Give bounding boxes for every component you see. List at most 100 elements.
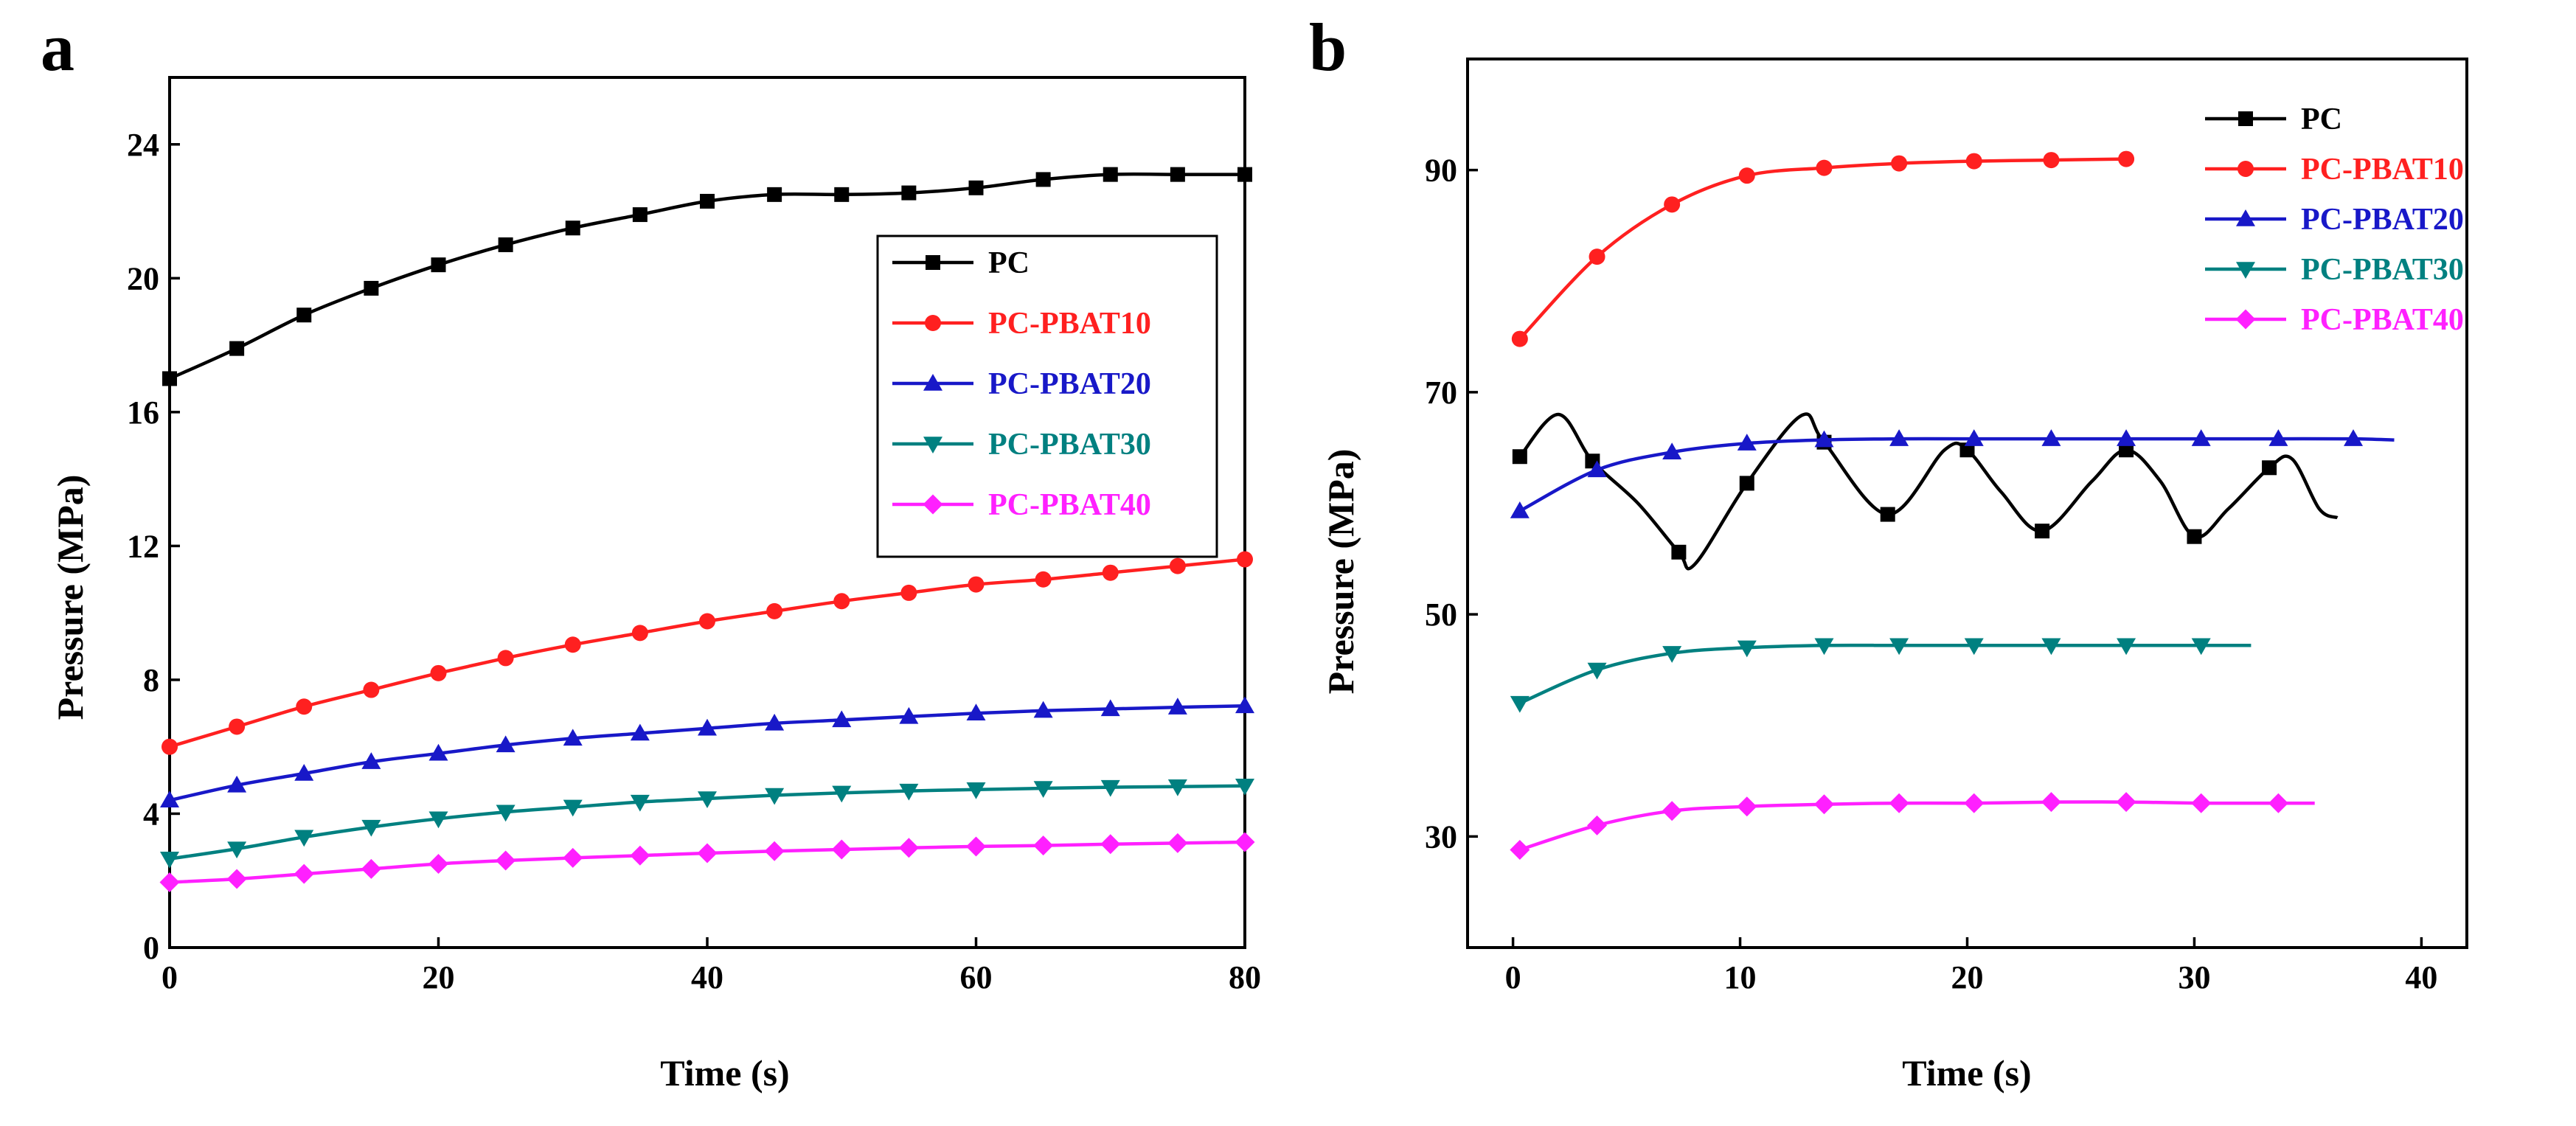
data-point-pc-pbat20 [1964,429,1984,446]
data-point-pc-pbat30 [1662,646,1682,663]
data-point-pc-pbat20 [1737,434,1757,451]
x-tick-label-b: 10 [1724,959,1757,995]
data-point-pc [2187,529,2202,544]
legend-label-pc: PC [2301,102,2342,136]
data-point-pc [1237,167,1252,182]
legend-marker-pc-pbat40 [2235,309,2256,330]
y-tick-label-a: 4 [143,796,159,832]
data-point-pc-pbat10 [430,664,447,681]
series-pc-pbat40-b [1510,792,2315,860]
data-point-pc-pbat10 [631,625,648,642]
data-point-pc-pbat40 [966,836,986,857]
series-line-pc-pbat10 [1518,157,2127,341]
data-point-pc-pbat20 [1814,430,1834,448]
chart-panel-b: b Time (s) Pressure (MPa) 0 10 20 30 40 30 50 7… [1309,10,2468,1094]
series-pc-a [162,167,1252,386]
data-point-pc-pbat10 [1738,167,1755,184]
legend-label-pc-pbat40: PC-PBAT40 [2301,303,2464,337]
series-line-pc-pbat10 [169,557,1246,748]
data-point-pc-pbat10 [699,613,715,630]
data-point-pc-pbat20 [361,752,381,769]
data-point-pc [632,207,648,223]
data-point-pc-pbat10 [1102,564,1119,581]
legend-marker-pc-pbat40 [923,494,943,515]
data-point-pc-pbat30 [563,799,583,817]
data-point-pc-pbat40 [2041,792,2061,813]
data-point-pc [229,341,245,356]
data-point-pc [162,371,177,386]
data-point-pc-pbat30 [428,811,448,829]
data-point-pc-pbat10 [363,681,380,698]
data-point-pc [2119,442,2134,458]
data-point-pc-pbat10 [1589,249,1605,265]
series-pc-pbat20-b [1510,429,2395,518]
data-point-pc-pbat40 [898,838,919,858]
data-point-pc-pbat40 [1889,793,1909,813]
data-point-pc [700,193,715,209]
data-point-pc-pbat40 [2268,793,2288,813]
y-tick-label-a: 0 [143,930,159,966]
data-point-pc-pbat20 [227,775,247,793]
y-tick-label-b: 50 [1425,597,1457,633]
data-point-pc-pbat30 [294,830,314,847]
x-tick-label-b: 30 [2178,959,2210,995]
y-tick-label-a: 20 [127,260,159,296]
data-point-pc-pbat20 [966,703,986,721]
data-point-pc-pbat30 [2191,638,2211,656]
y-tick-label-a: 12 [127,528,159,564]
data-point-pc-pbat20 [294,764,314,781]
data-point-pc [2262,460,2277,476]
data-point-pc-pbat20 [1889,429,1909,446]
y-axis-title-a: Pressure (MPa) [49,475,91,720]
data-point-pc-pbat40 [294,863,314,884]
data-point-pc [1880,507,1895,522]
data-point-pc-pbat10 [1816,159,1833,176]
data-point-pc-pbat30 [1510,695,1530,713]
x-axis-title-a: Time (s) [660,1052,789,1094]
data-point-pc-pbat10 [833,593,850,610]
legend-label-pc-pbat30: PC-PBAT30 [988,428,1151,462]
data-point-pc-pbat20 [428,743,448,761]
legend-marker-pc-pbat20 [2236,209,2255,226]
y-tick-label-a: 24 [127,127,159,163]
x-tick-label-b: 40 [2405,959,2437,995]
data-point-pc-pbat30 [2041,638,2061,656]
series-pc-pbat10-a [162,551,1253,755]
chart-panel-a: a Time (s) Pressure (MPa) 0 20 40 60 80 0 4 8 12… [41,10,1261,1094]
legend-a: PC PC-PBAT10 PC-PBAT20 PC-PBAT30 PC-PBAT40 [876,234,1218,558]
data-point-pc [364,280,379,296]
data-point-pc-pbat20 [1100,699,1120,717]
data-point-pc-pbat30 [832,785,852,803]
series-line-pc-pbat40 [1519,800,2315,852]
data-point-pc [565,220,580,236]
data-point-pc-pbat20 [1033,701,1053,718]
data-point-pc-pbat20 [496,735,515,753]
legend-label-pc-pbat10: PC-PBAT10 [2301,153,2464,187]
series-line-pc [1518,412,2339,571]
data-point-pc-pbat20 [2268,429,2288,446]
legend-label-pc-pbat20: PC-PBAT20 [988,367,1151,401]
data-point-pc-pbat40 [361,858,381,879]
data-point-pc [834,187,850,202]
data-point-pc-pbat10 [2043,152,2060,169]
data-point-pc-pbat10 [766,602,783,619]
data-point-pc-pbat40 [1167,833,1188,853]
y-tick-label-a: 8 [143,662,159,698]
data-point-pc-pbat10 [2118,150,2135,167]
data-point-pc-pbat40 [764,841,785,861]
data-point-pc-pbat10 [968,576,985,593]
data-point-pc-pbat10 [1237,551,1253,568]
legend-label-pc-pbat10: PC-PBAT10 [988,307,1151,341]
data-point-pc-pbat40 [496,850,516,871]
data-point-pc-pbat30 [1167,779,1187,796]
legend-label-pc-pbat40: PC-PBAT40 [988,488,1151,522]
data-point-pc-pbat20 [1662,442,1682,459]
data-point-pc-pbat30 [2117,638,2136,656]
data-point-pc-pbat40 [1737,796,1757,817]
data-point-pc-pbat10 [162,738,178,755]
data-point-pc-pbat30 [698,791,717,809]
data-point-pc-pbat40 [1235,832,1255,852]
data-point-pc-pbat10 [1891,155,1908,172]
data-point-pc-pbat40 [2191,793,2212,813]
panel-letter-b: b [1309,10,1347,85]
